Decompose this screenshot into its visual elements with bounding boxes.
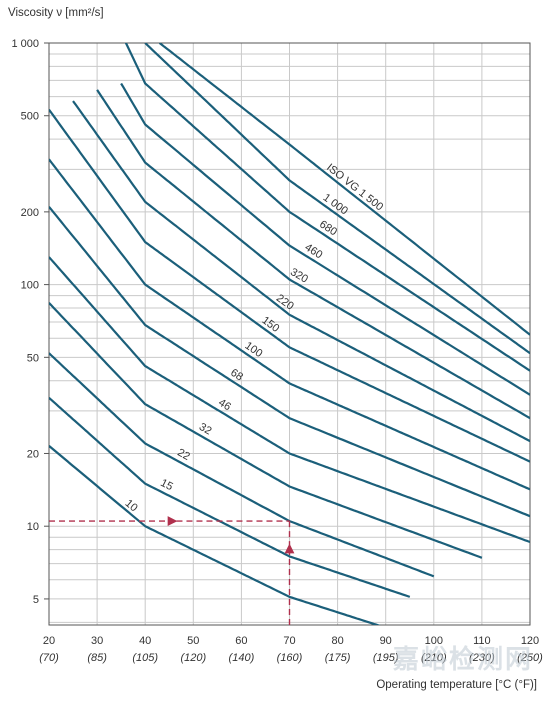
curve-label-0: 10 [123, 497, 140, 514]
curve-label-2: 22 [175, 447, 191, 463]
x-tick-label-0: 20 [43, 635, 55, 647]
curve-iso-vg-1-500 [158, 43, 530, 336]
x-tick-label-1: 30 [91, 635, 103, 647]
curve-label-11: 680 [317, 218, 339, 238]
y-tick-label-2: 200 [21, 207, 39, 219]
curve-10 [49, 445, 381, 625]
x-tick-sublabel-5: (160) [277, 652, 303, 664]
y-tick-label-3: 100 [21, 280, 39, 292]
x-tick-label-3: 50 [187, 635, 199, 647]
y-tick-label-5: 20 [27, 448, 39, 460]
curve-220 [72, 100, 530, 443]
y-tick-label-1: 500 [21, 111, 39, 123]
y-tick-label-0: 1 000 [11, 38, 39, 50]
x-tick-sublabel-1: (85) [87, 652, 107, 664]
x-tick-sublabel-9: (230) [469, 652, 495, 664]
watermark-text: 嘉峪检测网 [392, 645, 533, 675]
curve-label-10: 460 [303, 242, 325, 262]
curve-label-3: 32 [197, 421, 214, 437]
y-tick-label-4: 50 [27, 352, 39, 364]
curve-680 [124, 43, 530, 372]
x-tick-label-6: 80 [331, 635, 343, 647]
curve-32 [49, 302, 483, 559]
x-tick-sublabel-2: (105) [132, 652, 158, 664]
x-tick-label-8: 100 [425, 635, 443, 647]
x-tick-sublabel-0: (70) [39, 652, 59, 664]
curve-68 [49, 206, 530, 518]
x-tick-label-9: 110 [473, 635, 491, 647]
x-tick-sublabel-4: (140) [229, 652, 255, 664]
curve-label-9: 320 [288, 266, 310, 286]
y-axis-label: Viscosity ν [mm²/s] [8, 7, 104, 19]
x-tick-sublabel-8: (210) [421, 652, 447, 664]
x-tick-label-7: 90 [380, 635, 392, 647]
x-tick-sublabel-6: (175) [325, 652, 351, 664]
x-tick-label-5: 70 [283, 635, 295, 647]
x-tick-label-4: 60 [235, 635, 247, 647]
x-tick-sublabel-7: (195) [373, 652, 399, 664]
curve-15 [49, 396, 411, 598]
curve-1-000 [144, 43, 530, 355]
curve-label-1: 15 [158, 477, 174, 493]
x-tick-sublabel-3: (120) [180, 652, 206, 664]
x-tick-label-10: 120 [521, 635, 539, 647]
curve-label-4: 46 [216, 397, 233, 414]
curve-label-7: 150 [259, 314, 281, 335]
curve-100 [49, 158, 530, 491]
curve-460 [120, 82, 530, 396]
curve-320 [96, 89, 530, 420]
curves-group [49, 43, 530, 625]
curve-label-5: 68 [228, 367, 245, 384]
curve-150 [49, 108, 530, 463]
y-tick-label-7: 5 [33, 594, 39, 606]
x-axis-label: Operating temperature [°C (°F)] [376, 679, 537, 691]
curve-22 [49, 352, 435, 578]
y-tick-label-6: 10 [27, 521, 39, 533]
curve-46 [49, 256, 530, 544]
x-tick-sublabel-10: (250) [517, 652, 543, 664]
x-tick-label-2: 40 [139, 635, 151, 647]
